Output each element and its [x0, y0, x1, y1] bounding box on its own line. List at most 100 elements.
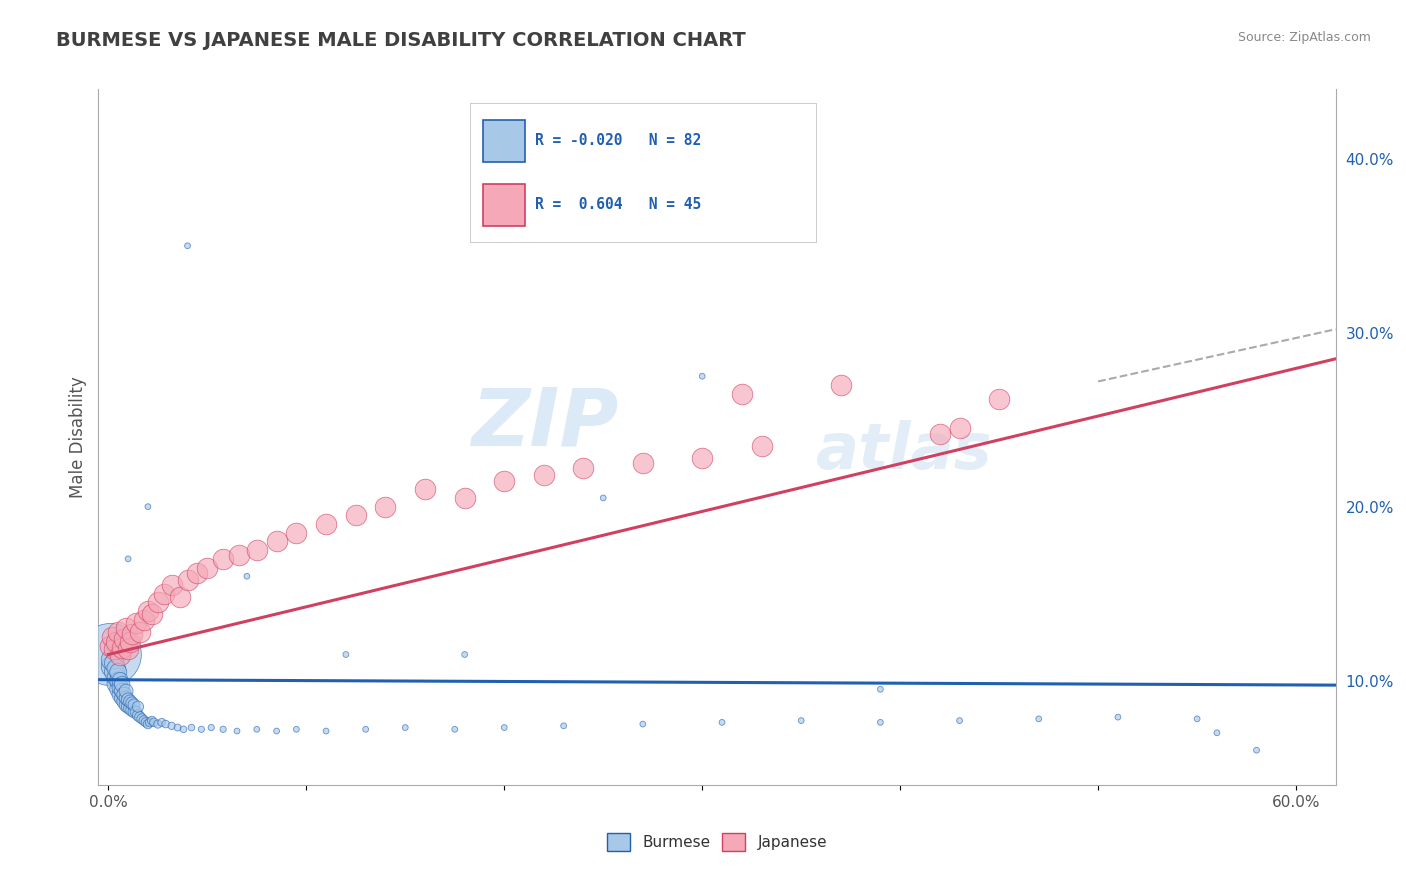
Point: [160, 578, 183, 592]
Point: [711, 715, 734, 730]
Point: [103, 657, 125, 671]
Point: [790, 714, 813, 728]
Point: [125, 616, 148, 631]
Point: [226, 724, 249, 739]
Point: [107, 682, 129, 697]
Point: [152, 587, 174, 601]
Point: [121, 703, 143, 717]
Point: [246, 723, 269, 737]
Point: [494, 721, 516, 735]
Point: [160, 719, 183, 733]
Point: [631, 717, 654, 731]
Point: [146, 717, 169, 731]
Point: [112, 694, 135, 708]
Point: [948, 421, 970, 435]
Point: [112, 688, 135, 702]
Point: [131, 712, 153, 726]
Point: [122, 705, 145, 719]
Point: [690, 369, 713, 384]
Point: [1246, 743, 1268, 757]
Point: [117, 692, 139, 706]
Point: [236, 569, 259, 583]
Point: [166, 721, 188, 735]
Point: [533, 468, 555, 483]
Point: [169, 590, 191, 604]
Point: [107, 630, 129, 644]
Text: atlas: atlas: [815, 420, 993, 482]
Point: [553, 719, 575, 733]
Point: [103, 639, 125, 653]
Point: [869, 682, 891, 697]
Point: [111, 640, 134, 655]
Point: [115, 698, 138, 712]
Point: [141, 607, 163, 622]
Point: [125, 705, 148, 719]
Point: [111, 690, 134, 705]
Point: [453, 648, 475, 662]
Point: [105, 661, 128, 675]
Point: [266, 724, 288, 739]
Point: [354, 723, 377, 737]
Point: [101, 630, 124, 644]
Point: [212, 551, 235, 566]
Legend: Burmese, Japanese: Burmese, Japanese: [600, 827, 834, 857]
Point: [129, 624, 152, 639]
Point: [117, 699, 139, 714]
Point: [101, 653, 124, 667]
Point: [988, 392, 1011, 406]
Point: [195, 560, 218, 574]
Point: [155, 717, 177, 731]
Point: [117, 642, 139, 657]
Point: [374, 500, 396, 514]
Point: [115, 690, 138, 705]
Point: [115, 621, 138, 635]
Point: [136, 604, 159, 618]
Point: [108, 688, 131, 702]
Point: [572, 461, 595, 475]
Text: ZIP: ZIP: [471, 384, 619, 462]
Point: [127, 708, 149, 723]
Point: [494, 474, 516, 488]
Point: [101, 659, 124, 673]
Point: [103, 642, 125, 657]
Point: [1206, 725, 1229, 739]
Point: [105, 670, 128, 684]
Point: [190, 723, 212, 737]
Point: [103, 665, 125, 679]
Point: [120, 701, 142, 715]
Point: [127, 699, 149, 714]
Point: [107, 624, 129, 639]
Point: [731, 386, 754, 401]
Point: [136, 500, 159, 514]
Point: [135, 715, 157, 730]
Point: [122, 698, 145, 712]
Point: [1107, 710, 1129, 724]
Text: BURMESE VS JAPANESE MALE DISABILITY CORRELATION CHART: BURMESE VS JAPANESE MALE DISABILITY CORR…: [56, 31, 747, 50]
Point: [285, 525, 308, 540]
Point: [98, 648, 121, 662]
Point: [105, 635, 128, 649]
Point: [121, 696, 143, 710]
Point: [443, 723, 465, 737]
Point: [146, 595, 169, 609]
Point: [111, 677, 134, 691]
Point: [285, 723, 308, 737]
Point: [751, 439, 773, 453]
Point: [453, 491, 475, 505]
Point: [394, 721, 416, 735]
Point: [120, 694, 142, 708]
Point: [180, 721, 202, 735]
Y-axis label: Male Disability: Male Disability: [69, 376, 87, 498]
Point: [129, 710, 152, 724]
Point: [690, 450, 713, 465]
Point: [115, 684, 138, 698]
Point: [315, 724, 337, 739]
Point: [150, 715, 173, 730]
Point: [335, 648, 357, 662]
Point: [1185, 712, 1208, 726]
Point: [200, 721, 222, 735]
Point: [869, 715, 891, 730]
Point: [121, 626, 143, 640]
Point: [107, 673, 129, 688]
Point: [108, 681, 131, 695]
